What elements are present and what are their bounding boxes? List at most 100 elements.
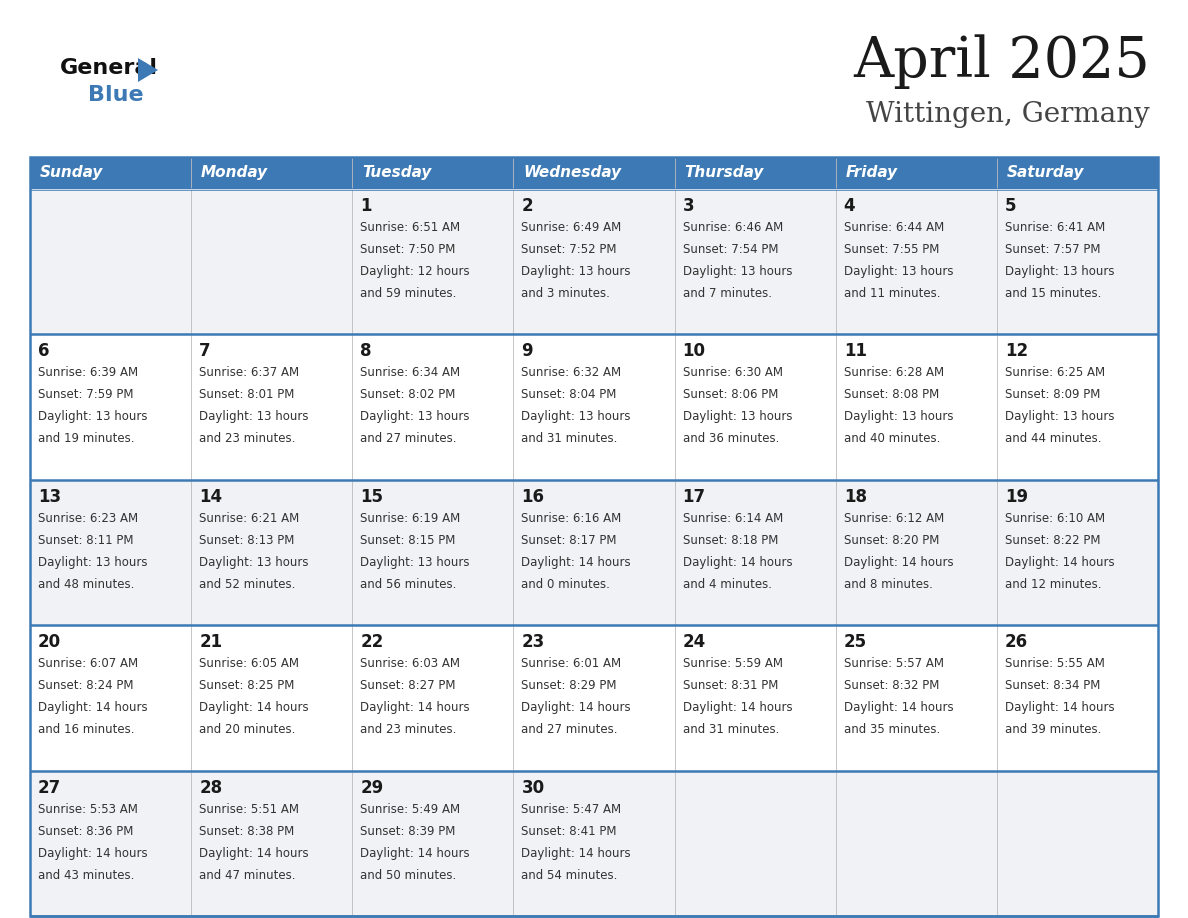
Text: Sunrise: 5:49 AM: Sunrise: 5:49 AM: [360, 802, 461, 815]
Text: Sunrise: 6:19 AM: Sunrise: 6:19 AM: [360, 512, 461, 525]
Bar: [997, 189, 1158, 334]
Text: General: General: [61, 58, 158, 78]
Text: Daylight: 14 hours: Daylight: 14 hours: [1005, 555, 1114, 569]
Text: Sunset: 7:57 PM: Sunset: 7:57 PM: [1005, 243, 1100, 256]
Bar: [835, 480, 997, 625]
Text: Sunset: 8:29 PM: Sunset: 8:29 PM: [522, 679, 617, 692]
Text: Daylight: 14 hours: Daylight: 14 hours: [522, 846, 631, 859]
Bar: [513, 625, 675, 770]
Bar: [30, 480, 191, 625]
Text: Sunrise: 6:21 AM: Sunrise: 6:21 AM: [200, 512, 299, 525]
Text: 21: 21: [200, 633, 222, 651]
Text: 8: 8: [360, 342, 372, 361]
Text: Daylight: 12 hours: Daylight: 12 hours: [360, 265, 470, 278]
Bar: [513, 480, 675, 625]
Text: and 8 minutes.: and 8 minutes.: [843, 577, 933, 591]
Text: Sunrise: 6:44 AM: Sunrise: 6:44 AM: [843, 221, 944, 234]
Text: Sunset: 8:20 PM: Sunset: 8:20 PM: [843, 533, 939, 547]
Bar: [675, 480, 835, 625]
Text: and 43 minutes.: and 43 minutes.: [38, 868, 134, 881]
Text: Sunrise: 6:49 AM: Sunrise: 6:49 AM: [522, 221, 621, 234]
Text: and 15 minutes.: and 15 minutes.: [1005, 287, 1101, 300]
Bar: [191, 480, 353, 625]
Text: Sunrise: 6:14 AM: Sunrise: 6:14 AM: [683, 512, 783, 525]
Text: and 11 minutes.: and 11 minutes.: [843, 287, 940, 300]
Text: Daylight: 13 hours: Daylight: 13 hours: [360, 555, 469, 569]
Text: Friday: Friday: [846, 165, 898, 181]
Text: 1: 1: [360, 197, 372, 215]
Text: Sunset: 8:15 PM: Sunset: 8:15 PM: [360, 533, 456, 547]
Text: 7: 7: [200, 342, 210, 361]
Bar: [675, 157, 835, 189]
Text: 19: 19: [1005, 487, 1028, 506]
Text: 24: 24: [683, 633, 706, 651]
Text: 12: 12: [1005, 342, 1028, 361]
Text: Sunset: 8:22 PM: Sunset: 8:22 PM: [1005, 533, 1100, 547]
Text: Daylight: 13 hours: Daylight: 13 hours: [38, 410, 147, 423]
Bar: [675, 334, 835, 480]
Bar: [997, 625, 1158, 770]
Text: 6: 6: [38, 342, 50, 361]
Bar: [997, 157, 1158, 189]
Text: Daylight: 13 hours: Daylight: 13 hours: [683, 265, 792, 278]
Text: and 19 minutes.: and 19 minutes.: [38, 432, 134, 445]
Bar: [30, 157, 1158, 916]
Text: and 47 minutes.: and 47 minutes.: [200, 868, 296, 881]
Text: Sunrise: 6:23 AM: Sunrise: 6:23 AM: [38, 512, 138, 525]
Bar: [30, 770, 191, 916]
Text: 26: 26: [1005, 633, 1028, 651]
Bar: [675, 770, 835, 916]
Text: Saturday: Saturday: [1007, 165, 1085, 181]
Bar: [835, 770, 997, 916]
Bar: [353, 189, 513, 334]
Text: Wednesday: Wednesday: [524, 165, 621, 181]
Bar: [353, 157, 513, 189]
Text: and 50 minutes.: and 50 minutes.: [360, 868, 456, 881]
Text: 28: 28: [200, 778, 222, 797]
Text: Sunset: 7:59 PM: Sunset: 7:59 PM: [38, 388, 133, 401]
Text: and 23 minutes.: and 23 minutes.: [200, 432, 296, 445]
Text: Daylight: 14 hours: Daylight: 14 hours: [360, 701, 470, 714]
Text: Daylight: 13 hours: Daylight: 13 hours: [843, 265, 953, 278]
Text: Sunrise: 6:34 AM: Sunrise: 6:34 AM: [360, 366, 461, 379]
Polygon shape: [138, 58, 158, 82]
Bar: [30, 625, 191, 770]
Text: Daylight: 14 hours: Daylight: 14 hours: [200, 701, 309, 714]
Text: 5: 5: [1005, 197, 1017, 215]
Bar: [191, 189, 353, 334]
Text: and 36 minutes.: and 36 minutes.: [683, 432, 779, 445]
Text: Sunset: 8:36 PM: Sunset: 8:36 PM: [38, 824, 133, 837]
Text: Sunset: 8:39 PM: Sunset: 8:39 PM: [360, 824, 456, 837]
Text: Sunset: 8:24 PM: Sunset: 8:24 PM: [38, 679, 133, 692]
Text: Daylight: 14 hours: Daylight: 14 hours: [1005, 701, 1114, 714]
Text: Daylight: 13 hours: Daylight: 13 hours: [200, 555, 309, 569]
Bar: [353, 625, 513, 770]
Text: 20: 20: [38, 633, 61, 651]
Text: Sunrise: 6:07 AM: Sunrise: 6:07 AM: [38, 657, 138, 670]
Text: 3: 3: [683, 197, 694, 215]
Bar: [513, 189, 675, 334]
Bar: [835, 157, 997, 189]
Text: 13: 13: [38, 487, 61, 506]
Text: Sunset: 8:31 PM: Sunset: 8:31 PM: [683, 679, 778, 692]
Text: Sunset: 8:04 PM: Sunset: 8:04 PM: [522, 388, 617, 401]
Text: Sunset: 7:55 PM: Sunset: 7:55 PM: [843, 243, 939, 256]
Bar: [191, 157, 353, 189]
Bar: [675, 189, 835, 334]
Text: and 54 minutes.: and 54 minutes.: [522, 868, 618, 881]
Bar: [353, 480, 513, 625]
Bar: [513, 770, 675, 916]
Text: and 7 minutes.: and 7 minutes.: [683, 287, 771, 300]
Text: Sunrise: 5:51 AM: Sunrise: 5:51 AM: [200, 802, 299, 815]
Text: Daylight: 14 hours: Daylight: 14 hours: [522, 555, 631, 569]
Bar: [835, 625, 997, 770]
Text: Daylight: 13 hours: Daylight: 13 hours: [843, 410, 953, 423]
Text: Sunrise: 5:53 AM: Sunrise: 5:53 AM: [38, 802, 138, 815]
Text: Daylight: 13 hours: Daylight: 13 hours: [522, 265, 631, 278]
Text: Sunset: 8:32 PM: Sunset: 8:32 PM: [843, 679, 939, 692]
Text: Daylight: 14 hours: Daylight: 14 hours: [38, 701, 147, 714]
Text: Sunset: 8:11 PM: Sunset: 8:11 PM: [38, 533, 133, 547]
Bar: [997, 334, 1158, 480]
Text: Sunset: 8:34 PM: Sunset: 8:34 PM: [1005, 679, 1100, 692]
Text: Daylight: 13 hours: Daylight: 13 hours: [522, 410, 631, 423]
